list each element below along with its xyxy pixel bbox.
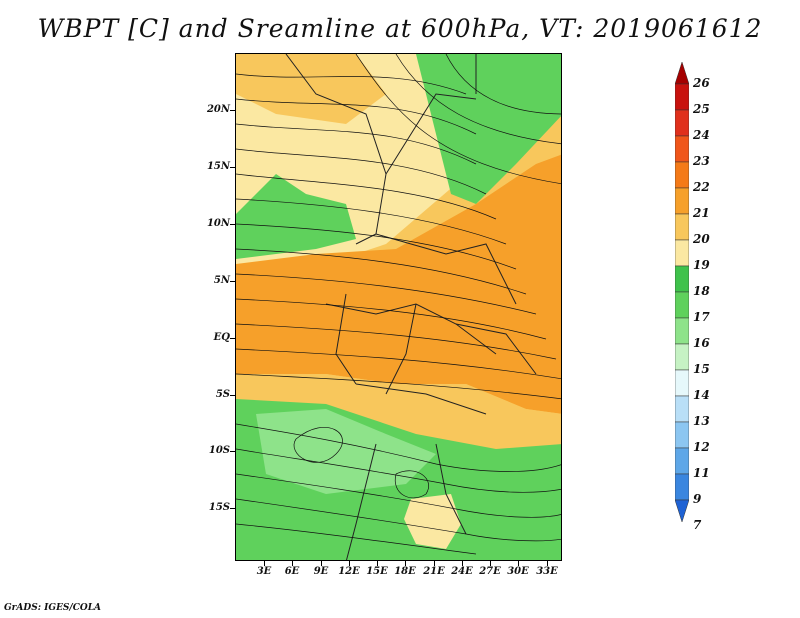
colorbar-swatch [674,317,690,345]
colorbar-bottom-arrow [674,499,690,523]
lat-label-20N: 20N [206,104,230,115]
colorbar-level-label: 16 [693,336,710,350]
colorbar-swatch [674,291,690,319]
colorbar-level-label: 14 [693,388,710,402]
colorbar-swatch [674,239,690,267]
colorbar-level-label: 17 [693,310,710,324]
map-panel [235,53,562,561]
lat-label-EQ: EQ [213,332,230,343]
colorbar-swatch [674,447,690,475]
colorbar-swatch [674,395,690,423]
lon-tick [462,561,463,566]
colorbar-level-label: 25 [693,102,710,116]
footer-credit: GrADS: IGES/COLA [4,603,102,613]
lon-tick [405,561,406,566]
northeast-green-zone [416,54,561,204]
lat-label-10N: 10N [206,218,230,229]
equatorial-orange-belt [236,154,561,414]
lon-label-21E: 21E [423,566,445,577]
wbpt-field-map [236,54,561,560]
southern-light-green [256,409,436,494]
lon-tick [321,561,322,566]
lat-label-5N: 5N [213,275,230,286]
country-borders [285,54,537,560]
colorbar-top-arrow [674,61,690,85]
lat-label-15N: 15N [206,161,230,172]
colorbar-level-label: 20 [693,232,710,246]
lon-label-27E: 27E [479,566,501,577]
chart-title: WBPT [C] and Sreamline at 600hPa, VT: 20… [37,14,763,43]
colorbar-level-label: 7 [693,518,702,532]
colorbar-level-label: 9 [693,492,702,506]
lon-tick [518,561,519,566]
lat-tick [230,110,235,111]
lat-tick [230,395,235,396]
lon-label-9E: 9E [313,566,329,577]
lon-tick [434,561,435,566]
colorbar-swatch [674,369,690,397]
lat-label-5S: 5S [215,389,230,400]
colorbar-level-label: 13 [693,414,710,428]
lon-tick [264,561,265,566]
colorbar-swatch [674,109,690,137]
lon-label-15E: 15E [366,566,388,577]
lat-tick [230,167,235,168]
colorbar-graphic [674,61,690,523]
colorbar-swatch [674,213,690,241]
lon-tick [377,561,378,566]
lat-tick [230,451,235,452]
lon-label-3E: 3E [256,566,272,577]
colorbar-swatch [674,187,690,215]
colorbar-swatch [674,473,690,501]
lat-tick [230,281,235,282]
streamlines [236,54,561,555]
south-warm-fringe [236,374,561,449]
lon-tick [547,561,548,566]
colorbar-swatch [674,421,690,449]
colorbar-level-label: 12 [693,440,710,454]
colorbar-level-label: 23 [693,154,710,168]
lon-tick [490,561,491,566]
colorbar-level-label: 22 [693,180,710,194]
lon-label-30E: 30E [507,566,529,577]
lon-label-6E: 6E [284,566,300,577]
lon-tick [349,561,350,566]
colorbar-level-label: 15 [693,362,710,376]
southern-warm-blob [404,494,461,549]
lat-label-10S: 10S [208,445,230,456]
colorbar-swatch [674,135,690,163]
colorbar-level-label: 19 [693,258,710,272]
lon-label-12E: 12E [338,566,360,577]
lon-label-24E: 24E [451,566,473,577]
colorbar-swatch [674,83,690,111]
colorbar-level-label: 26 [693,76,710,90]
lat-tick [230,508,235,509]
colorbar [674,61,690,562]
lat-label-15S: 15S [208,502,230,513]
lat-tick [230,224,235,225]
colorbar-level-label: 11 [693,466,710,480]
colorbar-swatch [674,343,690,371]
lat-tick [230,338,235,339]
colorbar-level-label: 18 [693,284,710,298]
lon-label-33E: 33E [536,566,558,577]
colorbar-level-label: 21 [693,206,710,220]
colorbar-level-label: 24 [693,128,710,142]
colorbar-swatch [674,265,690,293]
lon-label-18E: 18E [394,566,416,577]
colorbar-swatch [674,161,690,189]
lon-tick [292,561,293,566]
west-green-blob [236,174,356,259]
